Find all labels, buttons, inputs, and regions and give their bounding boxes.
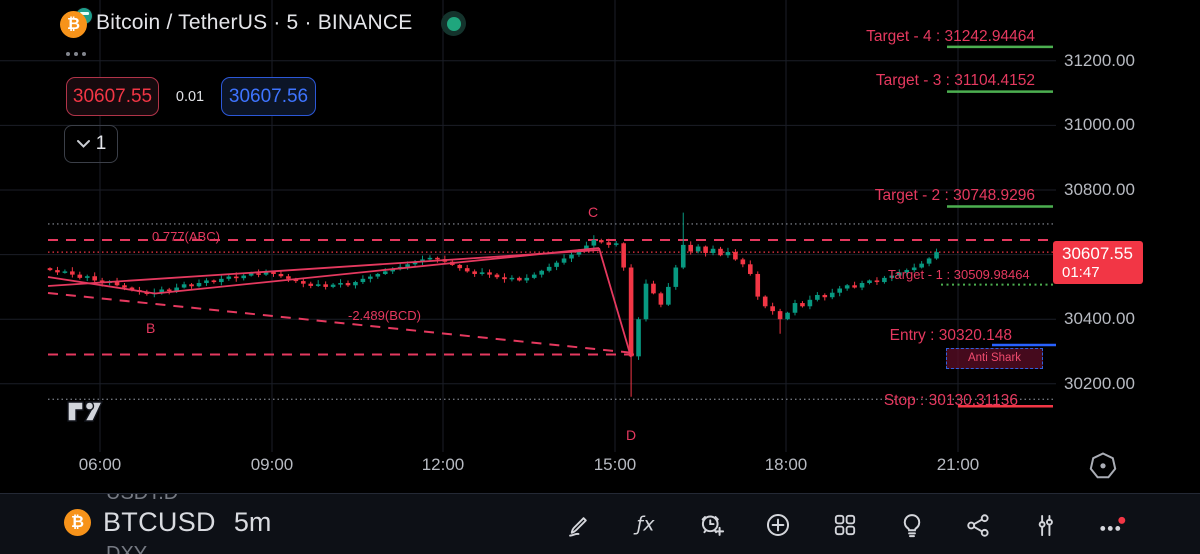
- notification-dot: [1118, 516, 1125, 524]
- compare-sliders-icon[interactable]: [1012, 500, 1079, 550]
- chart-title: Bitcoin / TetherUS · 5 · BINANCE: [96, 11, 413, 34]
- drawings-dropdown[interactable]: 1: [64, 125, 118, 163]
- drawings-count: 1: [95, 133, 107, 154]
- price-tick: 30800.00: [1064, 180, 1135, 199]
- overflow-menu-icon[interactable]: [66, 52, 96, 60]
- draw-pencil-icon[interactable]: [545, 500, 612, 550]
- chevron-down-icon: [76, 140, 90, 148]
- pattern-point-b: B: [146, 320, 156, 336]
- pattern-point-d: D: [626, 427, 637, 443]
- bid-ask-row: 30607.55 0.01 30607.56: [66, 77, 316, 116]
- layout-grid-icon[interactable]: [812, 500, 879, 550]
- active-symbol-row[interactable]: ₿ BTCUSD 5m: [64, 507, 271, 538]
- add-plus-icon[interactable]: [745, 500, 812, 550]
- fib-abc-label: 0.777(ABC): [152, 229, 220, 244]
- target1-label[interactable]: Target - 1 : 30509.98464: [888, 267, 1030, 282]
- candlestick-chart[interactable]: [0, 0, 1200, 493]
- ideas-bulb-icon[interactable]: [878, 500, 945, 550]
- last-price: 30607.55: [1062, 244, 1133, 263]
- alert-clock-icon[interactable]: [678, 500, 745, 550]
- sell-price-button[interactable]: 30607.55: [66, 77, 159, 116]
- price-tick: 31000.00: [1064, 115, 1135, 135]
- bar-countdown: 01:47: [1062, 264, 1100, 281]
- market-status-icon[interactable]: [441, 11, 466, 36]
- watchlist-prev-ticker[interactable]: USDT.D: [106, 493, 179, 504]
- price-tick: 30400.00: [1064, 309, 1135, 329]
- time-tick: 12:00: [421, 455, 465, 474]
- time-tick: 21:00: [936, 455, 980, 474]
- stop-label[interactable]: Stop : 30130.31136: [883, 392, 1018, 409]
- chart-toolbar: ƒx: [545, 500, 1145, 550]
- time-tick: 15:00: [593, 455, 637, 474]
- market-open-dot: [446, 16, 461, 31]
- bitcoin-tether-pair-icon: ₿: [60, 7, 94, 40]
- more-dots-icon[interactable]: [1078, 500, 1145, 550]
- share-icon[interactable]: [945, 500, 1012, 550]
- timeframe-button[interactable]: 5m: [233, 507, 272, 537]
- last-price-badge: 30607.55 01:47: [1053, 241, 1143, 284]
- watchlist-next-ticker[interactable]: DXY: [106, 543, 148, 554]
- anti-shark-pattern-tag[interactable]: Anti Shark: [946, 348, 1043, 369]
- bitcoin-icon: ₿: [64, 509, 91, 536]
- active-symbol[interactable]: BTCUSD: [103, 507, 216, 537]
- indicators-fx-icon[interactable]: ƒx: [612, 500, 679, 550]
- tradingview-logo: [67, 401, 104, 422]
- spread-value: 0.01: [175, 88, 205, 105]
- target3-label[interactable]: Target - 3 : 31104.4152: [875, 72, 1035, 89]
- buy-price-button[interactable]: 30607.56: [221, 77, 316, 116]
- axis-settings-icon[interactable]: [1088, 451, 1118, 481]
- time-tick: 09:00: [250, 455, 294, 474]
- fib-bcd-label: -2.489(BCD): [348, 308, 421, 323]
- bottom-bar: USDT.D ₿ BTCUSD 5m DXY ƒx: [0, 493, 1200, 554]
- target2-label[interactable]: Target - 2 : 30748.9296: [874, 187, 1035, 204]
- price-tick: 31200.00: [1064, 50, 1135, 70]
- entry-label[interactable]: Entry : 30320.148: [889, 327, 1012, 344]
- pattern-point-c: C: [588, 204, 599, 220]
- bitcoin-icon: ₿: [60, 11, 87, 38]
- price-tick: 30200.00: [1064, 373, 1135, 393]
- svg-text:ƒx: ƒx: [633, 512, 655, 535]
- time-tick: 06:00: [78, 455, 122, 474]
- time-tick: 18:00: [764, 455, 808, 474]
- target4-label[interactable]: Target - 4 : 31242.94464: [866, 28, 1035, 45]
